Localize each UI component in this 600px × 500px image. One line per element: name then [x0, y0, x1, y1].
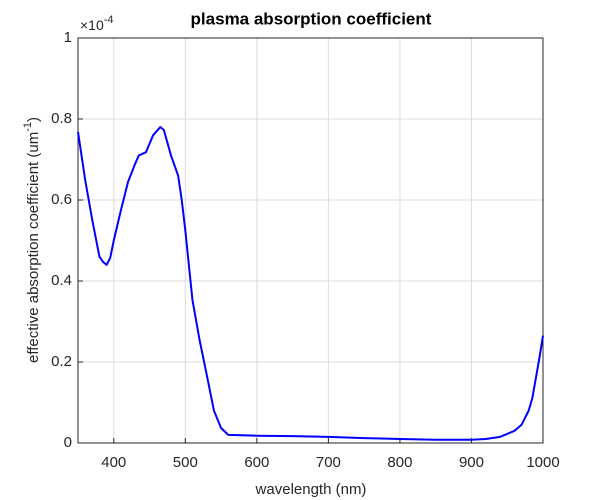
y-exponent-base: ×10 — [80, 17, 104, 33]
x-tick-label: 500 — [173, 454, 198, 471]
y-exponent-power: -4 — [104, 14, 114, 26]
x-tick-label: 700 — [316, 454, 341, 471]
chart-title: plasma absorption coefficient — [191, 9, 432, 28]
x-tick-label: 600 — [244, 454, 269, 471]
plot-frame — [77, 37, 544, 444]
y-axis-label-suffix: ) — [25, 117, 42, 122]
y-tick-label: 0.2 — [51, 353, 72, 370]
x-tick-label: 400 — [101, 454, 126, 471]
y-tick-label: 1 — [64, 29, 72, 46]
y-exponent: ×10-4 — [80, 14, 114, 33]
x-tick-label: 1000 — [526, 454, 559, 471]
y-tick-label: 0.6 — [51, 191, 72, 208]
line-series — [77, 125, 544, 441]
x-axis-label: wavelength (nm) — [255, 481, 367, 498]
y-axis-label-sup: -1 — [22, 122, 34, 132]
y-axis-label: effective absorption coefficient (um-1) — [22, 117, 42, 363]
y-tick-label: 0 — [64, 434, 72, 451]
x-tick-label: 800 — [387, 454, 412, 471]
y-tick-label: 0.4 — [51, 272, 72, 289]
y-tick-label: 0.8 — [51, 110, 72, 127]
y-axis-label-text: effective absorption coefficient (um — [25, 132, 42, 363]
x-tick-label: 900 — [459, 454, 484, 471]
